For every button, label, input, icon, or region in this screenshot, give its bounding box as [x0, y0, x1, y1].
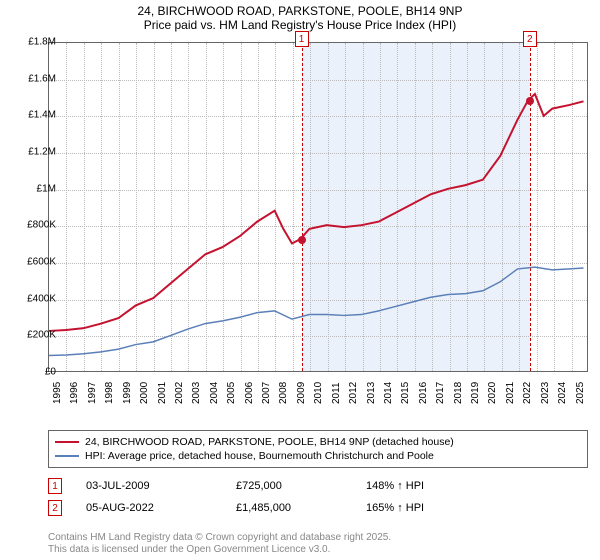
x-axis-label: 2005	[226, 382, 237, 404]
x-axis-label: 2001	[157, 382, 168, 404]
x-axis-label: 2006	[244, 382, 255, 404]
chart-lines	[49, 43, 587, 371]
x-axis-label: 2013	[366, 382, 377, 404]
x-axis-label: 2011	[331, 382, 342, 404]
sale-date: 05-AUG-2022	[86, 502, 236, 514]
x-axis-label: 2019	[470, 382, 481, 404]
y-axis-label: £800K	[27, 220, 56, 231]
legend-swatch	[55, 455, 79, 457]
y-axis-label: £1.8M	[28, 37, 56, 48]
x-axis-label: 2018	[453, 382, 464, 404]
footer-copyright: Contains HM Land Registry data © Crown c…	[48, 532, 391, 543]
y-axis-label: £600K	[27, 257, 56, 268]
title-address: 24, BIRCHWOOD ROAD, PARKSTONE, POOLE, BH…	[10, 4, 590, 18]
y-axis-label: £200K	[27, 330, 56, 341]
x-axis-label: 1995	[52, 382, 63, 404]
x-axis-label: 1997	[87, 382, 98, 404]
legend: 24, BIRCHWOOD ROAD, PARKSTONE, POOLE, BH…	[48, 430, 588, 468]
legend-swatch	[55, 441, 79, 443]
x-axis-label: 2000	[139, 382, 150, 404]
series-property_price	[49, 94, 584, 331]
sale-date: 03-JUL-2009	[86, 480, 236, 492]
sale-row-badge: 2	[48, 500, 62, 516]
x-axis-label: 2020	[487, 382, 498, 404]
x-axis-label: 2025	[575, 382, 586, 404]
legend-row: HPI: Average price, detached house, Bour…	[55, 449, 581, 463]
sale-row: 1 03-JUL-2009£725,000148% ↑ HPI	[48, 478, 588, 494]
sale-row: 2 05-AUG-2022£1,485,000165% ↑ HPI	[48, 500, 588, 516]
sale-hpi: 165% ↑ HPI	[366, 502, 424, 514]
x-axis-label: 2008	[278, 382, 289, 404]
x-axis-label: 2004	[209, 382, 220, 404]
x-axis-label: 2003	[191, 382, 202, 404]
sale-hpi: 148% ↑ HPI	[366, 480, 424, 492]
y-axis-label: £400K	[27, 293, 56, 304]
y-axis-label: £1.4M	[28, 110, 56, 121]
x-axis-label: 2009	[296, 382, 307, 404]
x-axis-label: 2022	[522, 382, 533, 404]
x-axis-label: 2002	[174, 382, 185, 404]
x-axis-label: 2021	[505, 382, 516, 404]
x-axis-label: 2023	[540, 382, 551, 404]
sale-row-badge: 1	[48, 478, 62, 494]
x-axis-label: 2010	[313, 382, 324, 404]
title-subtitle: Price paid vs. HM Land Registry's House …	[10, 18, 590, 32]
x-axis-label: 1996	[69, 382, 80, 404]
chart-container: 24, BIRCHWOOD ROAD, PARKSTONE, POOLE, BH…	[0, 0, 600, 560]
x-axis-label: 2014	[383, 382, 394, 404]
x-axis-label: 2017	[435, 382, 446, 404]
y-axis-label: £1.2M	[28, 147, 56, 158]
legend-label: HPI: Average price, detached house, Bour…	[85, 450, 434, 462]
plot-area: 12	[48, 42, 588, 372]
x-axis-label: 2016	[418, 382, 429, 404]
y-axis-label: £1M	[37, 183, 56, 194]
y-axis-label: £1.6M	[28, 73, 56, 84]
legend-label: 24, BIRCHWOOD ROAD, PARKSTONE, POOLE, BH…	[85, 436, 454, 448]
x-axis-label: 1999	[122, 382, 133, 404]
x-axis-label: 2012	[348, 382, 359, 404]
x-axis-label: 2024	[557, 382, 568, 404]
sale-price: £1,485,000	[236, 502, 366, 514]
legend-row: 24, BIRCHWOOD ROAD, PARKSTONE, POOLE, BH…	[55, 435, 581, 449]
footer-licence: This data is licensed under the Open Gov…	[48, 544, 330, 555]
y-axis-label: £0	[45, 367, 56, 378]
sale-price: £725,000	[236, 480, 366, 492]
x-axis-label: 2007	[261, 382, 272, 404]
x-axis-label: 2015	[400, 382, 411, 404]
chart-title-block: 24, BIRCHWOOD ROAD, PARKSTONE, POOLE, BH…	[0, 0, 600, 34]
x-axis-label: 1998	[104, 382, 115, 404]
